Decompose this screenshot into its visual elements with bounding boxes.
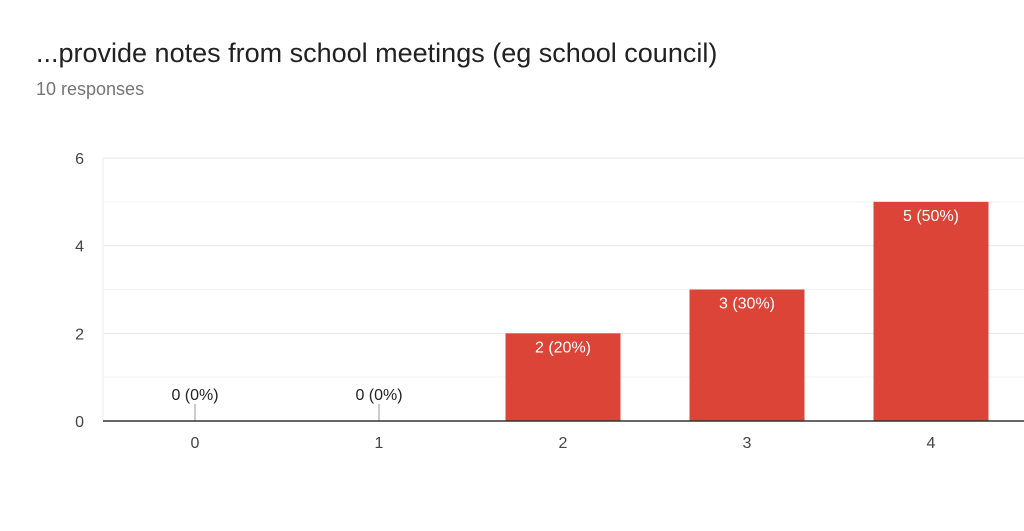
y-tick-label: 0 bbox=[75, 414, 84, 431]
data-label: 5 (50%) bbox=[903, 208, 959, 225]
chart-title: ...provide notes from school meetings (e… bbox=[36, 38, 718, 68]
y-tick-label: 4 bbox=[75, 239, 84, 256]
data-label: 0 (0%) bbox=[171, 387, 218, 404]
response-count: 10 responses bbox=[36, 79, 145, 99]
y-tick-label: 6 bbox=[75, 151, 84, 168]
x-tick-label: 3 bbox=[743, 435, 752, 452]
x-tick-label: 1 bbox=[375, 435, 384, 452]
data-label: 2 (20%) bbox=[535, 339, 591, 356]
data-label: 0 (0%) bbox=[355, 387, 402, 404]
y-tick-label: 2 bbox=[75, 326, 84, 343]
x-tick-label: 0 bbox=[191, 435, 200, 452]
bar bbox=[689, 289, 805, 421]
x-tick-label: 4 bbox=[927, 435, 936, 452]
x-tick-label: 2 bbox=[559, 435, 568, 452]
bar bbox=[505, 333, 621, 421]
bar bbox=[873, 201, 989, 421]
data-label: 3 (30%) bbox=[719, 296, 775, 313]
